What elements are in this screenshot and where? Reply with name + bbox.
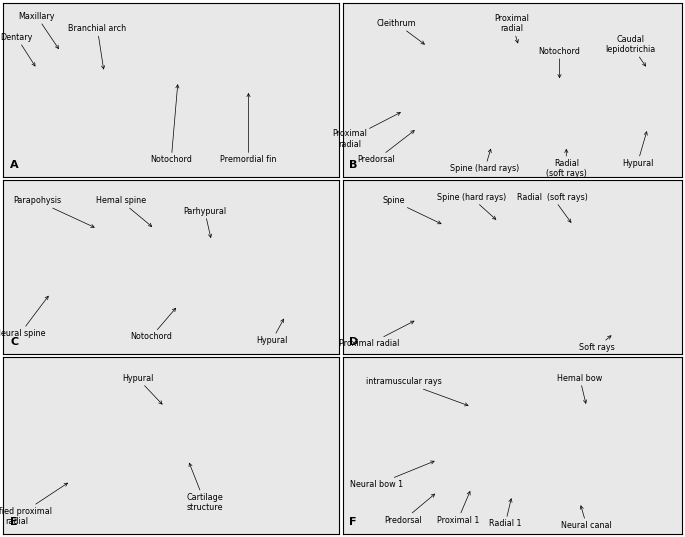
- Text: intramuscular rays: intramuscular rays: [366, 378, 468, 406]
- Text: C: C: [10, 337, 18, 347]
- Text: Hypural: Hypural: [622, 132, 653, 168]
- Text: Hemal spine: Hemal spine: [96, 197, 152, 227]
- Text: Spine: Spine: [382, 197, 441, 224]
- Text: Hemal bow: Hemal bow: [557, 374, 603, 403]
- Text: Branchial arch: Branchial arch: [68, 24, 127, 69]
- Text: Spine (hard rays): Spine (hard rays): [450, 149, 519, 173]
- Text: Neural bow 1: Neural bow 1: [350, 461, 434, 489]
- Text: D: D: [349, 337, 358, 347]
- Text: Cleithrum: Cleithrum: [377, 19, 425, 44]
- Text: Predorsal: Predorsal: [358, 130, 414, 164]
- Text: Radial 1: Radial 1: [489, 499, 521, 528]
- Text: Notochord: Notochord: [538, 47, 580, 78]
- Text: Ossified proximal
radial: Ossified proximal radial: [0, 483, 68, 526]
- Text: Soft rays: Soft rays: [579, 336, 614, 352]
- Text: Dentary: Dentary: [1, 33, 35, 66]
- Text: Maxillary: Maxillary: [18, 12, 58, 49]
- Text: Hypural: Hypural: [122, 374, 162, 404]
- Text: Caudal
lepidotrichia: Caudal lepidotrichia: [606, 35, 656, 66]
- Text: Neural spine: Neural spine: [0, 296, 48, 338]
- Text: E: E: [10, 517, 18, 527]
- Text: Predorsal: Predorsal: [385, 494, 435, 525]
- Text: Parhypural: Parhypural: [184, 207, 226, 237]
- Text: Proximal
radial: Proximal radial: [332, 113, 400, 149]
- Text: Proximal radial: Proximal radial: [340, 321, 414, 349]
- Text: Parapohysis: Parapohysis: [13, 197, 94, 227]
- Text: Cartilage
structure: Cartilage structure: [186, 463, 223, 512]
- Text: Notochord: Notochord: [150, 85, 192, 164]
- Text: Proximal 1: Proximal 1: [436, 491, 479, 525]
- Text: B: B: [349, 160, 358, 170]
- Text: Spine (hard rays): Spine (hard rays): [437, 193, 506, 220]
- Text: Neural canal: Neural canal: [561, 506, 612, 530]
- Text: Radial  (soft rays): Radial (soft rays): [517, 193, 588, 222]
- Text: Proximal
radial: Proximal radial: [495, 14, 530, 43]
- Text: Radial
(soft rays): Radial (soft rays): [546, 149, 587, 178]
- Text: Premordial fin: Premordial fin: [221, 93, 277, 164]
- Text: A: A: [10, 160, 18, 170]
- Text: Notochord: Notochord: [130, 308, 175, 342]
- Text: F: F: [349, 517, 357, 527]
- Text: Hypural: Hypural: [256, 319, 288, 345]
